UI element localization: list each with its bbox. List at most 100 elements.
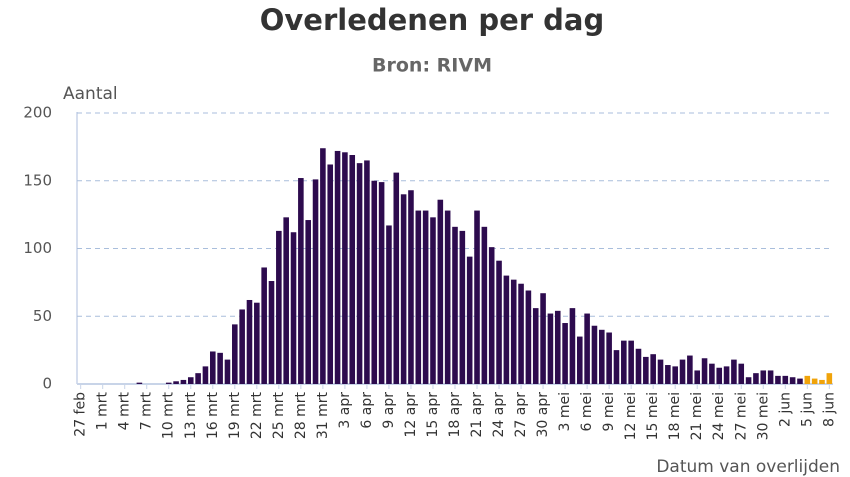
x-tick-label: 24 apr <box>491 392 507 438</box>
x-tick-label: 9 apr <box>381 392 397 429</box>
x-tick-label: 22 mrt <box>249 391 265 439</box>
x-tick-label: 6 apr <box>359 392 375 429</box>
x-tick-label: 9 mei <box>601 392 617 432</box>
bar <box>716 367 723 384</box>
bar <box>547 313 554 384</box>
x-tick-label: 27 apr <box>513 392 529 438</box>
bar <box>687 355 693 384</box>
bar <box>232 324 238 384</box>
bar <box>599 329 605 384</box>
bar <box>621 340 627 384</box>
bar <box>576 336 583 384</box>
bar <box>525 290 532 384</box>
y-tick-label: 0 <box>42 375 52 393</box>
bar <box>459 230 466 384</box>
bar <box>694 370 701 384</box>
bar <box>415 210 422 384</box>
bar <box>371 180 378 384</box>
bar <box>430 217 436 384</box>
bar <box>591 325 598 384</box>
x-tick-label: 12 mei <box>623 392 639 440</box>
bar <box>643 356 649 384</box>
bar <box>364 160 370 384</box>
x-tick-label: 18 apr <box>447 392 463 438</box>
bar <box>422 210 429 384</box>
bar <box>180 379 187 384</box>
bar <box>239 309 245 384</box>
bar <box>268 281 275 384</box>
bar <box>298 178 304 384</box>
y-tick-label: 150 <box>23 171 52 189</box>
bar <box>165 382 172 384</box>
bar <box>327 164 334 384</box>
bar <box>305 220 311 384</box>
bar <box>569 308 576 384</box>
bar <box>606 332 612 384</box>
bar <box>679 359 686 384</box>
bar <box>136 382 143 384</box>
bar <box>474 210 480 384</box>
bar <box>723 366 730 384</box>
bar <box>745 377 752 384</box>
bar <box>767 370 774 384</box>
bar <box>444 210 451 384</box>
bar <box>811 378 818 384</box>
x-tick-label: 16 mrt <box>205 391 221 439</box>
bar <box>283 217 289 384</box>
x-tick-label: 15 mei <box>645 392 661 440</box>
x-tick-label: 1 mrt <box>95 391 111 430</box>
y-tick-label: 50 <box>33 307 52 325</box>
x-tick-label: 25 mrt <box>271 391 287 439</box>
x-tick-label: 5 jun <box>799 392 815 427</box>
bar <box>342 152 348 384</box>
bar <box>518 283 524 384</box>
x-tick-label: 4 mrt <box>117 391 133 430</box>
x-tick-label: 31 mrt <box>315 391 331 439</box>
bar <box>334 150 341 384</box>
bar <box>804 375 811 384</box>
bar <box>349 155 356 384</box>
bar <box>738 363 745 384</box>
bar <box>378 182 385 384</box>
x-tick-label: 24 mei <box>711 392 727 440</box>
bar <box>540 293 546 384</box>
x-tick-label: 21 mei <box>689 392 705 440</box>
bar <box>665 365 671 384</box>
x-tick-label: 21 apr <box>469 392 485 438</box>
bar <box>709 363 715 384</box>
bar <box>789 377 796 384</box>
bar <box>753 373 759 384</box>
bar <box>290 232 297 384</box>
x-tick-label: 7 mrt <box>139 391 155 430</box>
y-tick-label: 100 <box>23 239 52 257</box>
bar <box>400 194 407 384</box>
x-tick-label: 27 mei <box>733 392 749 440</box>
x-tick-label: 8 jun <box>821 392 837 427</box>
bar <box>393 172 400 384</box>
bar <box>408 190 414 384</box>
x-tick-label: 10 mrt <box>161 391 177 439</box>
bar <box>209 351 216 384</box>
bar <box>819 379 825 384</box>
x-tick-label: 3 mei <box>557 392 573 432</box>
bar <box>202 366 209 384</box>
bar <box>224 359 231 384</box>
bar <box>246 299 253 384</box>
bar <box>437 199 444 384</box>
bar <box>195 373 201 384</box>
bar <box>826 373 833 384</box>
x-tick-label: 27 feb <box>73 392 89 437</box>
bar <box>613 350 620 384</box>
bar <box>650 354 656 384</box>
y-axis-label: Aantal <box>63 84 118 104</box>
bar <box>760 370 767 384</box>
bar <box>672 366 678 384</box>
bar <box>532 308 539 384</box>
bar <box>386 225 392 384</box>
x-tick-label: 13 mrt <box>183 391 199 439</box>
bar <box>554 310 561 384</box>
bar <box>312 179 319 384</box>
bar <box>510 279 517 384</box>
x-axis-label: Datum van overlijden <box>656 457 840 477</box>
